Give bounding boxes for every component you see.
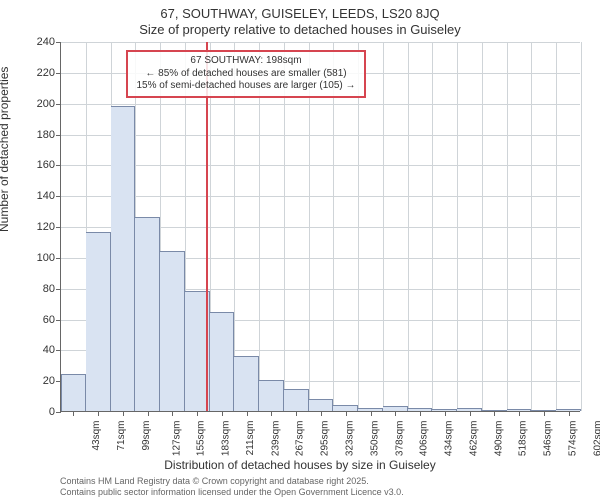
x-tick-label: 462sqm: [468, 421, 479, 457]
y-tick-label: 0: [15, 406, 55, 418]
y-tick-label: 140: [15, 190, 55, 202]
x-tick-label: 350sqm: [369, 421, 380, 457]
x-tick-label: 267sqm: [295, 421, 306, 457]
annotation-box: 67 SOUTHWAY: 198sqm← 85% of detached hou…: [126, 50, 366, 98]
y-tick-label: 220: [15, 67, 55, 79]
y-tick-label: 20: [15, 375, 55, 387]
histogram-bar: [86, 232, 111, 411]
y-tick-label: 120: [15, 221, 55, 233]
y-tick-label: 160: [15, 159, 55, 171]
x-tick-label: 518sqm: [518, 421, 529, 457]
y-tick-label: 240: [15, 36, 55, 48]
page-title: 67, SOUTHWAY, GUISELEY, LEEDS, LS20 8JQ: [0, 6, 600, 21]
histogram-bar: [61, 374, 86, 411]
x-tick-label: 127sqm: [171, 421, 182, 457]
x-tick-label: 43sqm: [91, 421, 102, 451]
x-tick-label: 155sqm: [196, 421, 207, 457]
x-tick-label: 99sqm: [141, 421, 152, 451]
x-tick-label: 546sqm: [543, 421, 554, 457]
footer-attribution: Contains HM Land Registry data © Crown c…: [60, 476, 404, 498]
y-tick-label: 60: [15, 314, 55, 326]
histogram-bar: [234, 356, 259, 412]
plot-area: 67 SOUTHWAY: 198sqm← 85% of detached hou…: [60, 42, 580, 412]
annotation-line-1: 67 SOUTHWAY: 198sqm: [134, 55, 358, 68]
histogram-bar: [309, 399, 334, 411]
histogram-bar: [111, 106, 136, 411]
x-tick-label: 71sqm: [116, 421, 127, 451]
histogram-bar: [284, 389, 309, 411]
x-tick-label: 434sqm: [444, 421, 455, 457]
x-tick-label: 323sqm: [345, 421, 356, 457]
footer-line-2: Contains public sector information licen…: [60, 487, 404, 498]
y-tick-label: 80: [15, 283, 55, 295]
annotation-line-3: 15% of semi-detached houses are larger (…: [134, 80, 358, 93]
x-axis-label: Distribution of detached houses by size …: [0, 458, 600, 472]
x-tick-label: 183sqm: [221, 421, 232, 457]
x-tick-label: 211sqm: [245, 421, 256, 456]
x-tick-label: 490sqm: [493, 421, 504, 457]
histogram-bar: [210, 312, 235, 411]
histogram-bar: [135, 217, 160, 411]
footer-line-1: Contains HM Land Registry data © Crown c…: [60, 476, 404, 487]
y-tick-label: 200: [15, 98, 55, 110]
y-tick-label: 180: [15, 129, 55, 141]
y-tick-label: 40: [15, 344, 55, 356]
annotation-line-2: ← 85% of detached houses are smaller (58…: [134, 68, 358, 81]
y-axis-label: Number of detached properties: [0, 67, 11, 232]
histogram-bar: [160, 251, 185, 411]
histogram-bar: [259, 380, 284, 411]
x-tick-label: 602sqm: [592, 421, 600, 457]
x-tick-label: 295sqm: [320, 421, 331, 457]
x-tick-label: 574sqm: [567, 421, 578, 457]
page-subtitle: Size of property relative to detached ho…: [0, 22, 600, 37]
chart-container: 67, SOUTHWAY, GUISELEY, LEEDS, LS20 8JQ …: [0, 0, 600, 500]
y-tick-label: 100: [15, 252, 55, 264]
x-tick-label: 406sqm: [419, 421, 430, 457]
x-tick-label: 378sqm: [394, 421, 405, 457]
x-tick-label: 239sqm: [270, 421, 281, 457]
